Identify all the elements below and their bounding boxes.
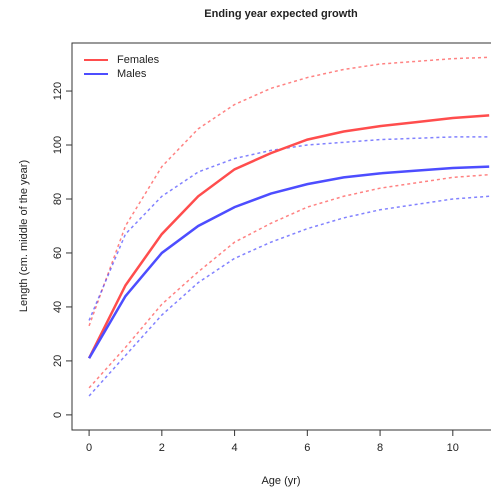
series-line <box>87 114 490 359</box>
band-line <box>88 56 490 327</box>
x-tick-label: 0 <box>86 442 92 454</box>
band-line <box>88 195 490 397</box>
y-tick-label: 20 <box>52 355 64 367</box>
series-line <box>88 165 490 359</box>
x-axis-label: Age (yr) <box>261 475 300 487</box>
y-axis-label: Length (cm. middle of the year) <box>18 160 30 312</box>
band-line <box>88 136 490 321</box>
band-line <box>88 173 490 389</box>
y-tick-label: 60 <box>52 247 64 259</box>
x-tick-label: 4 <box>232 442 238 454</box>
legend-label: Males <box>117 68 147 80</box>
y-tick-label: 0 <box>52 412 64 418</box>
y-tick-label: 120 <box>52 82 64 100</box>
y-tick-label: 40 <box>52 301 64 313</box>
y-tick-label: 80 <box>52 193 64 205</box>
y-tick-label: 100 <box>52 136 64 154</box>
x-tick-label: 8 <box>377 442 383 454</box>
legend-label: Females <box>117 54 160 66</box>
chart-title: Ending year expected growth <box>204 8 358 20</box>
x-tick-label: 10 <box>447 442 459 454</box>
plot-frame <box>71 42 491 431</box>
x-tick-label: 6 <box>304 442 310 454</box>
x-tick-label: 2 <box>159 442 165 454</box>
